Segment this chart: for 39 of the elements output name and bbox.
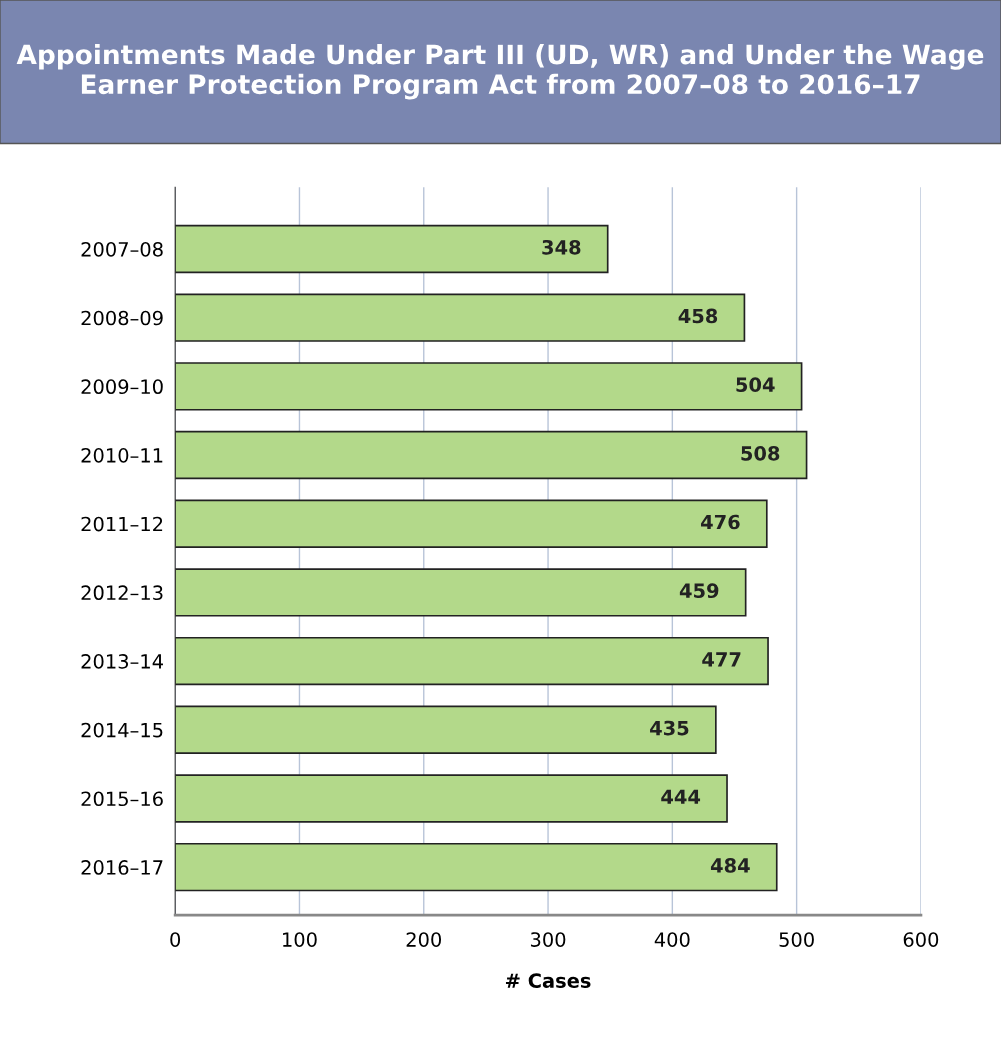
data-label: 484 (710, 858, 750, 873)
y-tick-label: 2015–16 (81, 791, 163, 807)
x-tick-label: 600 (903, 932, 939, 947)
y-tick-label: 2014–15 (81, 722, 163, 738)
y-tick-label: 2010–11 (81, 448, 163, 463)
data-label: 444 (661, 789, 701, 804)
x-tick-label: 500 (779, 932, 814, 947)
bar (175, 636, 769, 686)
x-tick-label: 100 (283, 932, 317, 947)
x-tick-label: 0 (170, 932, 181, 947)
data-label: 459 (679, 583, 719, 599)
bar (175, 293, 746, 342)
x-tick-label: 200 (406, 932, 442, 947)
chart-title: Appointments Made Under Part III (UD, WR) and Under the Wage Earner Protection Program Act from 2007–08 to 2016–17 (16, 44, 984, 100)
bar (175, 224, 609, 274)
data-label: 504 (736, 377, 775, 393)
bar (175, 774, 728, 823)
y-tick-label: 2009–10 (81, 379, 163, 395)
data-label: 476 (701, 514, 740, 530)
data-label: 508 (741, 445, 780, 461)
y-tick-label: 2016–17 (81, 860, 163, 875)
y-tick-label: 2012–13 (81, 585, 163, 601)
bar (175, 499, 768, 548)
y-tick-label: 2007–08 (81, 241, 163, 257)
data-label: 458 (678, 308, 718, 324)
data-label: 477 (702, 652, 741, 667)
data-label: 435 (650, 720, 689, 736)
y-tick-label: 2013–14 (81, 654, 163, 669)
y-tick-label: 2008–09 (81, 310, 163, 326)
x-axis-title: # Cases (505, 973, 591, 988)
y-tick-label: 2011–12 (81, 516, 163, 532)
data-label: 348 (542, 239, 581, 255)
bar (175, 430, 808, 480)
bar (175, 362, 803, 411)
x-tick-label: 300 (530, 932, 566, 947)
x-tick-label: 400 (654, 932, 690, 947)
bar (175, 842, 778, 892)
bar (175, 568, 747, 617)
bar (175, 705, 717, 754)
